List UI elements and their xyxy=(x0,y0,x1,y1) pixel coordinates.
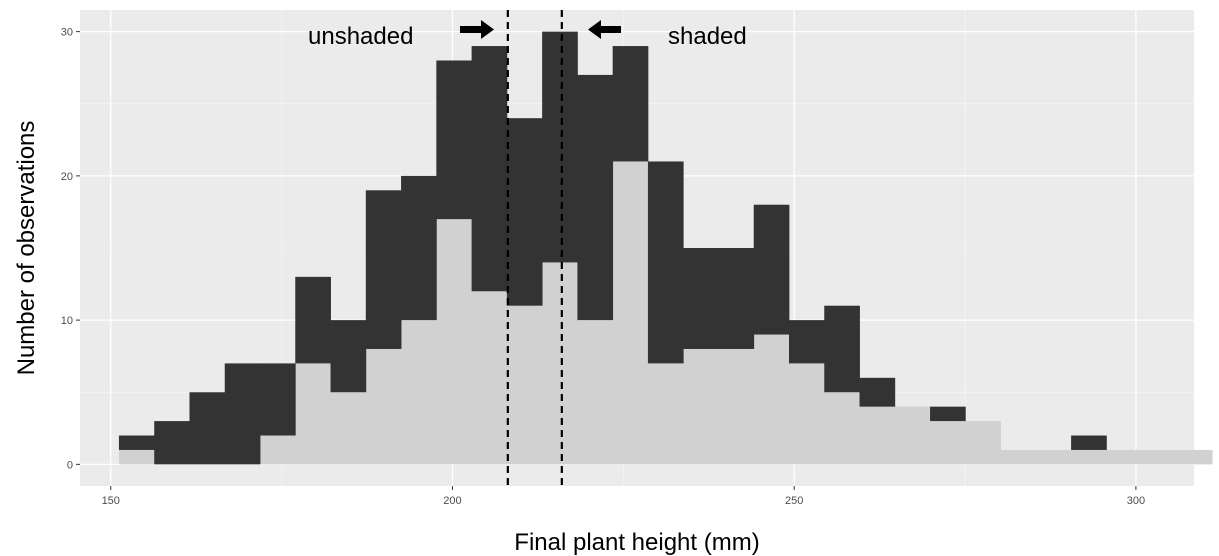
bar-lower xyxy=(365,348,402,465)
bar-lower xyxy=(577,320,614,465)
shaded-label: shaded xyxy=(668,23,747,50)
direction-arrows xyxy=(460,20,621,39)
bar-lower xyxy=(542,262,578,465)
bar-upper xyxy=(506,118,543,306)
bar-upper xyxy=(824,305,860,393)
bar-lower xyxy=(1035,449,1072,465)
y-tick-label: 10 xyxy=(61,315,73,327)
bar-lower xyxy=(1176,449,1213,465)
bar-lower xyxy=(647,363,684,465)
x-axis-title: Final plant height (mm) xyxy=(514,529,759,556)
bar-lower xyxy=(118,449,155,465)
bar-upper xyxy=(1071,435,1107,450)
y-axis-ticks: 0 10 20 30 xyxy=(61,27,80,471)
x-tick-label: 150 xyxy=(102,495,120,507)
bar-lower xyxy=(894,406,931,465)
left-arrow-icon xyxy=(588,20,621,39)
bar-lower xyxy=(1106,449,1143,465)
x-tick-label: 250 xyxy=(785,495,803,507)
bar-upper xyxy=(365,190,402,349)
bar-upper xyxy=(930,406,966,422)
bar-lower xyxy=(1000,449,1037,465)
x-tick-label: 300 xyxy=(1127,495,1145,507)
bar-lower xyxy=(295,363,331,465)
bar-lower xyxy=(930,421,966,465)
bar-upper xyxy=(542,31,578,263)
bar-upper xyxy=(753,204,790,335)
bar-upper xyxy=(401,175,437,321)
bar-lower xyxy=(753,334,790,465)
bar-lower xyxy=(683,348,719,465)
y-tick-label: 30 xyxy=(61,27,73,39)
mean-lines xyxy=(506,10,563,486)
bar-lower xyxy=(965,421,1001,465)
bar-lower xyxy=(612,161,649,465)
y-tick-label: 20 xyxy=(61,171,73,183)
bar-upper xyxy=(788,320,825,364)
bar-lower xyxy=(1141,449,1178,465)
histogram-bars xyxy=(118,31,1213,465)
bar-lower xyxy=(506,305,543,465)
bar-lower xyxy=(718,348,755,465)
bar-upper xyxy=(154,421,190,465)
bar-lower xyxy=(401,320,437,465)
bar-upper xyxy=(577,74,614,321)
bar-upper xyxy=(718,248,755,349)
bar-upper xyxy=(471,46,508,292)
bar-upper xyxy=(647,161,684,364)
bar-upper xyxy=(436,60,473,220)
bar-upper xyxy=(683,248,719,349)
bar-lower xyxy=(260,435,296,465)
bar-upper xyxy=(224,363,261,465)
bar-upper xyxy=(295,276,331,364)
bar-upper xyxy=(330,320,367,393)
bar-lower xyxy=(788,363,825,465)
bar-upper xyxy=(260,363,296,436)
bar-lower xyxy=(824,392,860,465)
bar-upper xyxy=(859,377,896,407)
bar-lower xyxy=(1071,449,1107,465)
bar-upper xyxy=(612,46,649,162)
bar-lower xyxy=(471,291,508,465)
bar-lower xyxy=(859,406,896,465)
bar-upper xyxy=(118,435,155,450)
unshaded-label: unshaded xyxy=(308,23,413,50)
bar-lower xyxy=(436,219,473,465)
right-arrow-icon xyxy=(460,20,494,39)
bar-upper xyxy=(189,392,226,465)
x-tick-label: 200 xyxy=(443,495,461,507)
y-tick-label: 0 xyxy=(67,459,73,471)
y-axis-title: Number of observations xyxy=(13,121,40,376)
x-axis-ticks: 150 200 250 300 xyxy=(102,486,1145,507)
bar-lower xyxy=(330,392,367,465)
